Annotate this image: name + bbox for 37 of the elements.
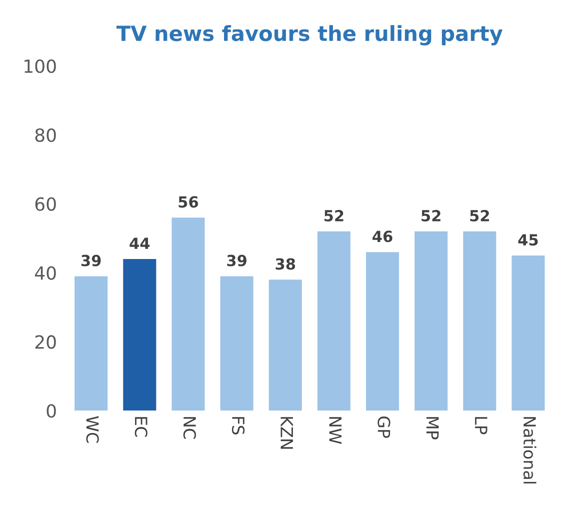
y-tick-label: 0 — [46, 404, 56, 418]
x-tick-label: WC — [86, 416, 99, 443]
bar — [172, 218, 205, 411]
x-tick-label: MP — [426, 417, 439, 440]
data-label: 52 — [324, 210, 344, 222]
data-label: 38 — [276, 258, 296, 270]
data-label: 56 — [178, 196, 198, 208]
chart-title: TV news favours the ruling party — [116, 25, 503, 46]
bar — [512, 256, 545, 411]
y-tick-label: 80 — [35, 128, 56, 142]
bar — [268, 280, 302, 411]
x-tick-label: EC — [134, 417, 148, 437]
x-tick-label: NC — [183, 417, 196, 439]
x-tick-label: KZN — [280, 417, 293, 449]
x-tick-label: GP — [378, 416, 390, 438]
data-label: 39 — [81, 254, 101, 266]
y-tick-label: 60 — [35, 197, 56, 211]
y-tick-label: 100 — [24, 59, 56, 74]
bar — [414, 231, 448, 411]
x-tick-label: FS — [232, 417, 245, 434]
bar — [74, 276, 108, 411]
bar — [220, 276, 254, 411]
data-label: 52 — [470, 210, 489, 222]
bar — [123, 258, 156, 411]
y-tick-label: 20 — [35, 335, 56, 349]
data-label: 46 — [372, 230, 392, 242]
bar — [463, 231, 496, 411]
x-tick-label: NW — [329, 417, 342, 444]
y-tick-label: 40 — [34, 266, 56, 280]
x-tick-label: National — [523, 417, 536, 484]
data-label: 39 — [227, 254, 246, 266]
data-label: 45 — [518, 234, 538, 246]
data-label: 52 — [422, 210, 440, 222]
bar — [317, 231, 350, 411]
data-label: 44 — [130, 238, 150, 249]
bar — [366, 252, 400, 411]
x-tick-label: LP — [475, 417, 488, 434]
